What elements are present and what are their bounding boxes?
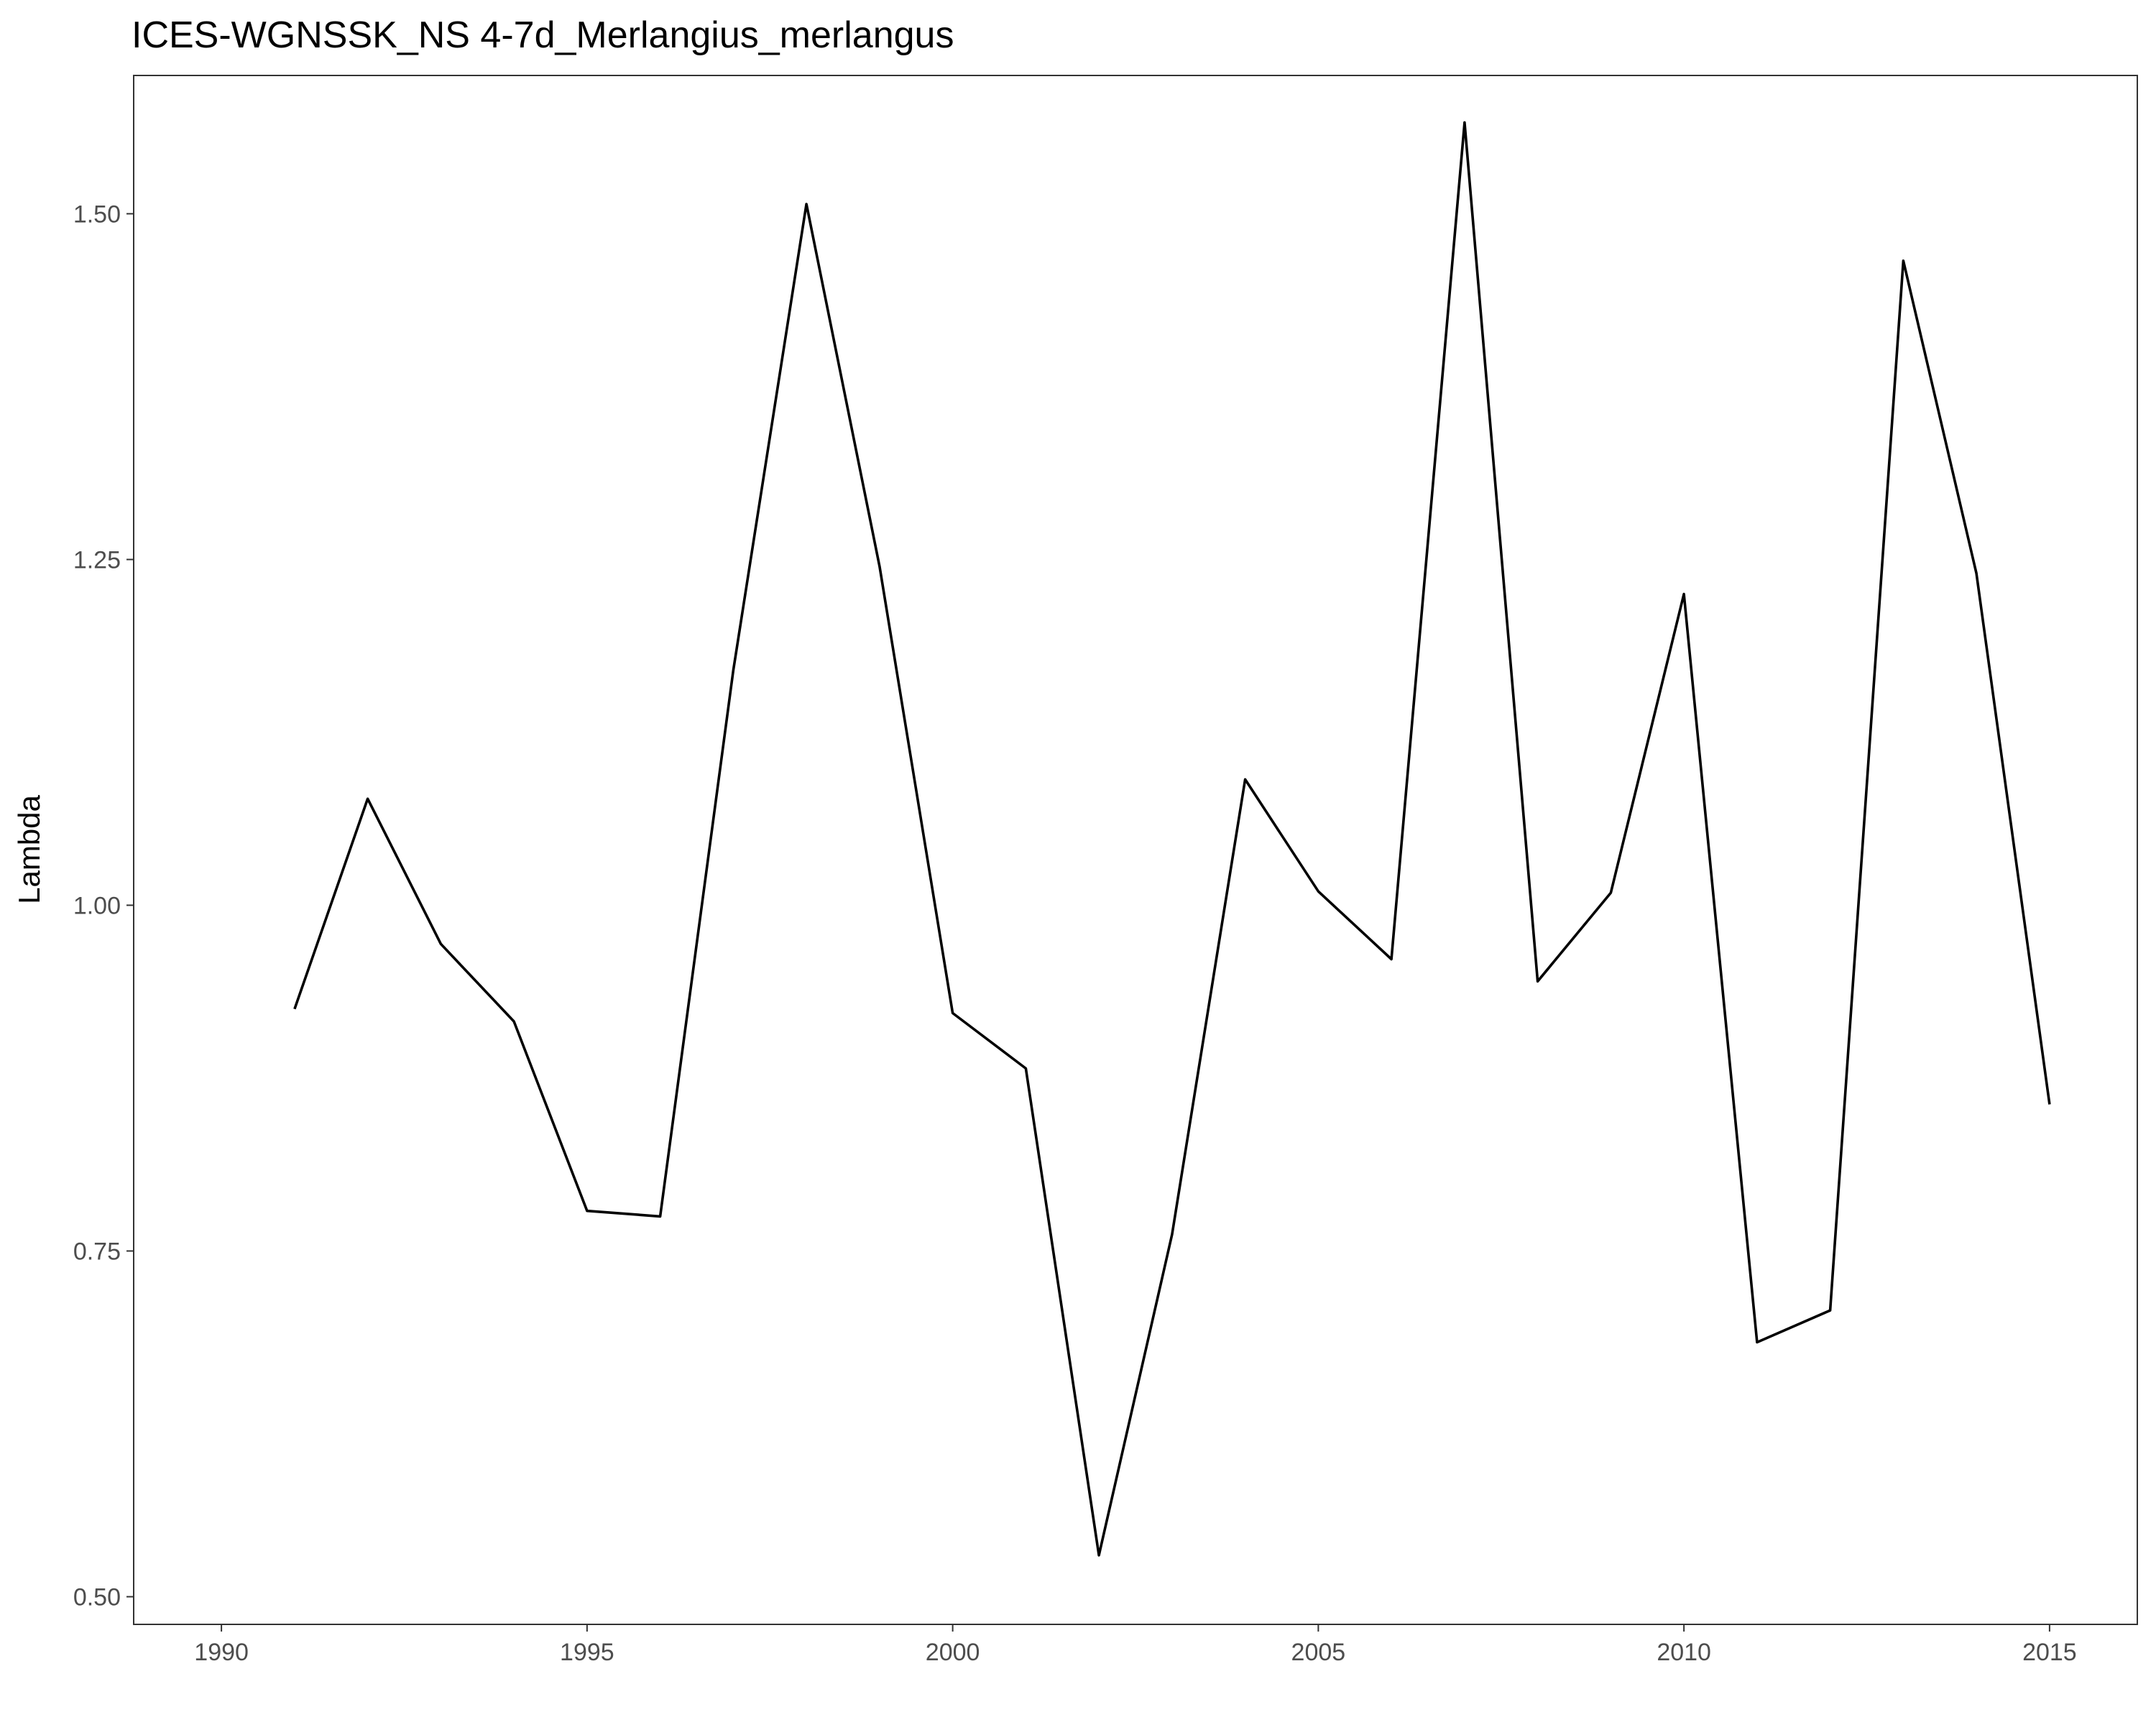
y-tick-label: 0.50 (73, 1584, 121, 1611)
y-tick-label: 1.25 (73, 546, 121, 574)
plot-panel (133, 75, 2138, 1625)
y-tick-label: 1.00 (73, 892, 121, 919)
x-tick-label: 2000 (926, 1639, 980, 1666)
y-axis: 0.50 0.75 1.00 1.25 1.50 (73, 201, 134, 1611)
x-tick-label: 1995 (560, 1639, 614, 1666)
x-tick-label: 1990 (194, 1639, 249, 1666)
x-tick-label: 2010 (1657, 1639, 1711, 1666)
series-line (293, 121, 2051, 1557)
y-tick-label: 1.50 (73, 201, 121, 228)
x-tick-label: 2015 (2022, 1639, 2077, 1666)
x-axis: 1990 1995 2000 2005 2010 2015 (194, 1624, 2077, 1666)
y-axis-label: Lambda (12, 794, 46, 903)
x-tick-label: 2005 (1291, 1639, 1346, 1666)
chart-title: ICES-WGNSSK_NS 4-7d_Merlangius_merlangus (132, 14, 954, 56)
y-tick-label: 0.75 (73, 1238, 121, 1265)
